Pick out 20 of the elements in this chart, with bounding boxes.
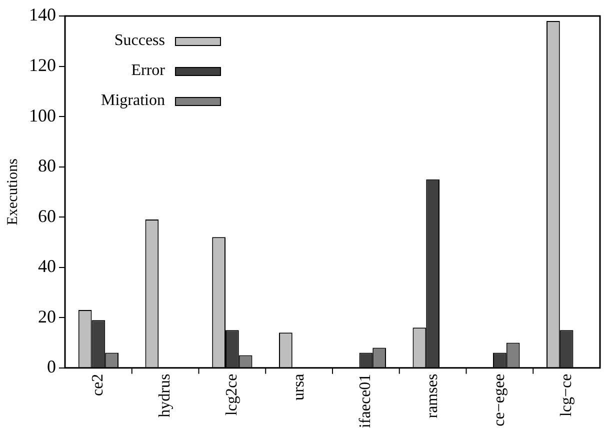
y-axis-title: Executions [4, 158, 21, 226]
legend-label: Success [114, 32, 165, 50]
y-tick-label: 0 [47, 356, 56, 377]
x-tick-label: ce2 [90, 374, 107, 396]
y-tick-label: 20 [38, 306, 56, 326]
y-tick-label: 100 [29, 105, 56, 126]
x-tick-label: hydrus [156, 374, 174, 418]
y-tick-label: 40 [38, 256, 56, 276]
x-tick-label: lcg−ce [558, 374, 575, 417]
x-tick-label: ce−egee [490, 374, 508, 426]
x-tick-label: lcg2ce [223, 374, 240, 416]
x-tick-label: ursa [290, 374, 308, 400]
legend-label: Migration [101, 92, 165, 110]
y-tick-label: 140 [29, 4, 56, 25]
y-tick-label: 80 [38, 156, 56, 176]
x-tick-label: ramses [424, 374, 442, 418]
y-tick-label: 120 [29, 54, 56, 75]
y-tick-label: 60 [38, 206, 56, 226]
x-tick-label: ifaece01 [357, 374, 374, 428]
legend-label: Error [131, 62, 166, 80]
